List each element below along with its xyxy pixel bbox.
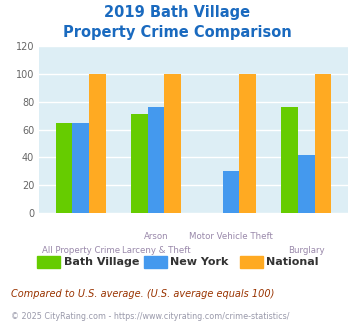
Text: All Property Crime: All Property Crime [42, 246, 120, 255]
Bar [148, 107, 164, 213]
Bar [281, 107, 298, 213]
Bar [164, 74, 181, 213]
Bar [131, 114, 148, 213]
Bar [89, 74, 106, 213]
Bar [315, 74, 331, 213]
Text: National: National [266, 257, 319, 267]
Bar [72, 122, 89, 213]
Text: © 2025 CityRating.com - https://www.cityrating.com/crime-statistics/: © 2025 CityRating.com - https://www.city… [11, 312, 289, 321]
Text: Property Crime Comparison: Property Crime Comparison [63, 25, 292, 40]
Bar [298, 154, 315, 213]
Text: Arson: Arson [144, 232, 168, 241]
Bar [56, 122, 72, 213]
Text: Larceny & Theft: Larceny & Theft [122, 246, 190, 255]
Text: New York: New York [170, 257, 229, 267]
Text: 2019 Bath Village: 2019 Bath Village [104, 5, 251, 20]
Bar [239, 74, 256, 213]
Text: Burglary: Burglary [288, 246, 324, 255]
Text: Compared to U.S. average. (U.S. average equals 100): Compared to U.S. average. (U.S. average … [11, 289, 274, 299]
Bar [223, 171, 239, 213]
Text: Motor Vehicle Theft: Motor Vehicle Theft [189, 232, 273, 241]
Text: Bath Village: Bath Village [64, 257, 139, 267]
